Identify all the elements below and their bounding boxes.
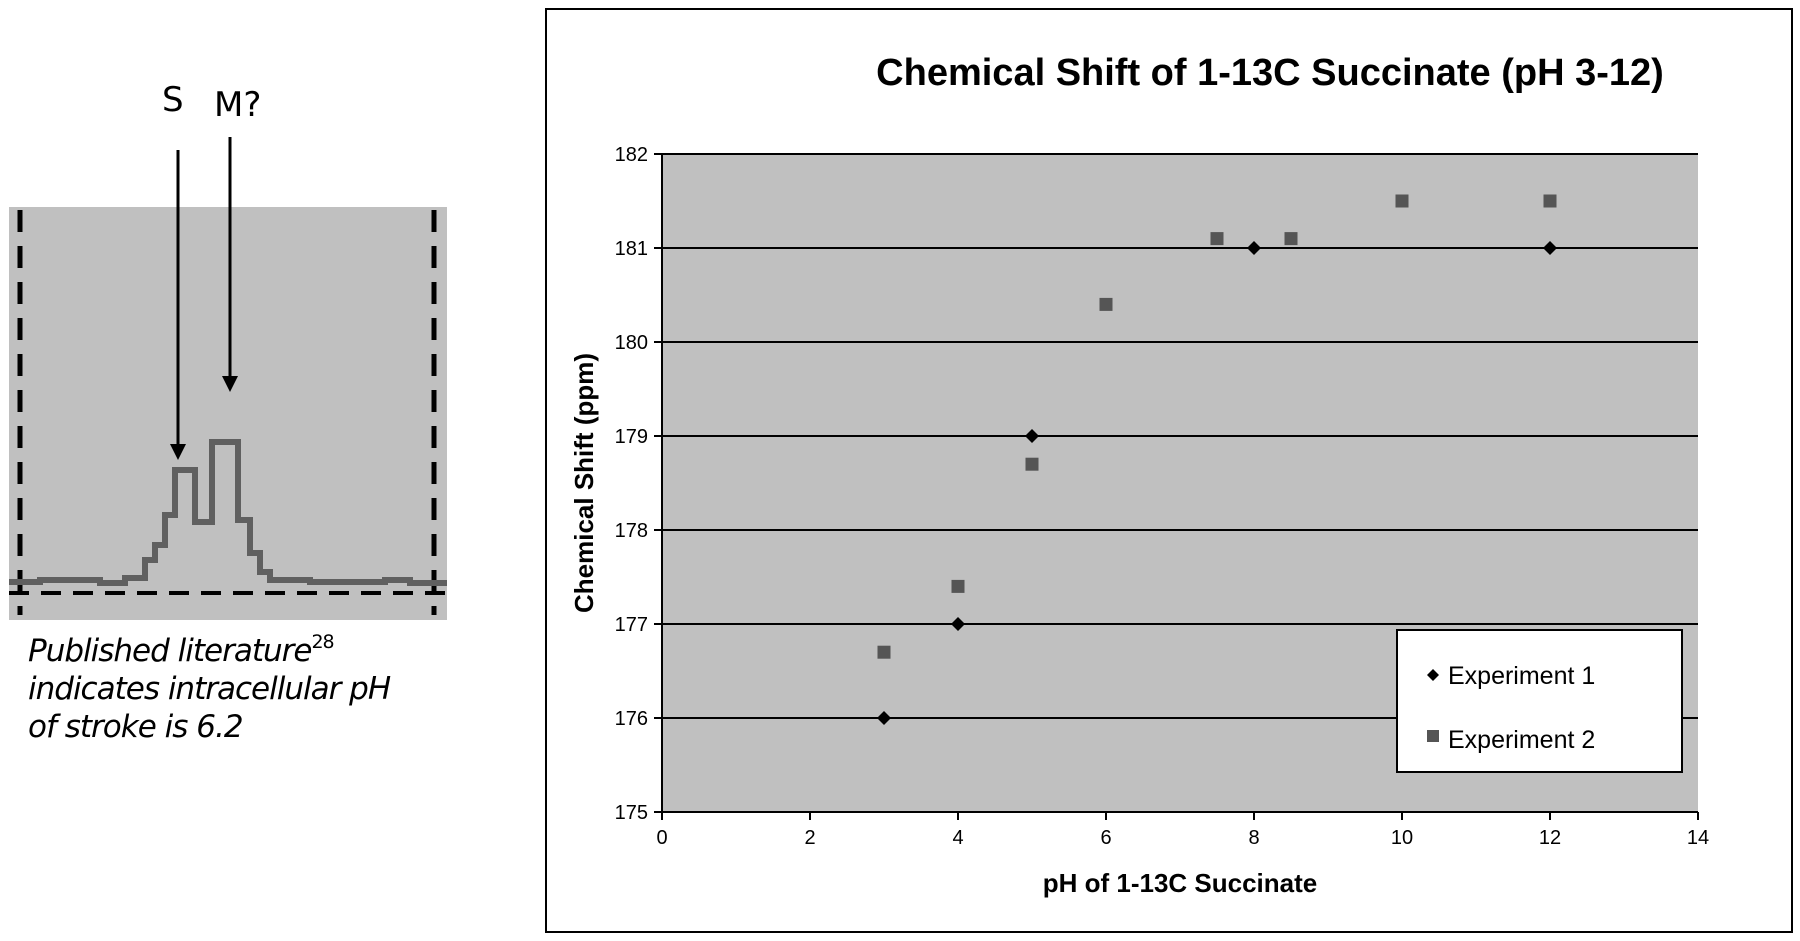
experiment-2-point	[1025, 457, 1039, 471]
x-tick-label: 10	[1391, 827, 1413, 849]
axis-ticks: 175 176 177 178 179 180 181 182 0 2 4 6 8 10 12 14	[615, 144, 1710, 849]
experiment-2-point	[877, 645, 891, 659]
x-tick-label: 2	[804, 827, 815, 849]
y-tick-label: 175	[615, 802, 648, 824]
experiment-1-point	[1543, 241, 1557, 255]
legend-box	[1396, 629, 1683, 773]
y-tick-label: 178	[615, 520, 648, 542]
y-tick-label: 181	[615, 238, 648, 260]
x-tick-label: 4	[952, 827, 963, 849]
scatter-chart: Chemical Shift of 1-13C Succinate (pH 3-…	[569, 52, 1710, 898]
arrow-s-head	[170, 444, 186, 460]
y-tick-label: 176	[615, 708, 648, 730]
spectrum-figure	[9, 137, 447, 620]
data-markers	[877, 194, 1557, 725]
caption-reference: 28	[311, 631, 334, 653]
legend-marker-experiment-1	[1427, 669, 1439, 681]
y-tick-label: 180	[615, 332, 648, 354]
x-axis-label: pH of 1-13C Succinate	[1043, 868, 1318, 898]
spectrum-caption: Published literature28 indicates intrace…	[28, 632, 498, 746]
experiment-2-point	[1284, 232, 1298, 246]
x-tick-label: 14	[1687, 827, 1709, 849]
x-tick-label: 0	[656, 827, 667, 849]
peak-label-m: M?	[214, 85, 262, 125]
experiment-1-point	[951, 617, 965, 631]
experiment-2-point	[1543, 194, 1557, 208]
experiment-2-point	[951, 579, 965, 593]
experiment-1-point	[1247, 241, 1261, 255]
experiment-2-point	[1210, 232, 1224, 246]
x-tick-label: 8	[1248, 827, 1259, 849]
experiment-1-point	[1025, 429, 1039, 443]
arrow-m-head	[222, 376, 238, 392]
peak-label-s: S	[162, 80, 184, 120]
spectrum-panel: S M? Published literature28 indicates in…	[0, 0, 520, 941]
chart-title: Chemical Shift of 1-13C Succinate (pH 3-…	[876, 52, 1664, 94]
y-axis-label: Chemical Shift (ppm)	[569, 353, 599, 613]
y-tick-label: 179	[615, 426, 648, 448]
legend-marker-experiment-2	[1427, 730, 1439, 742]
caption-line-3: of stroke is 6.2	[28, 709, 244, 745]
legend: Experiment 1 Experiment 2	[1396, 629, 1683, 773]
x-tick-label: 12	[1539, 827, 1561, 849]
legend-label-experiment-2: Experiment 2	[1448, 726, 1595, 754]
caption-line-1: Published literature	[28, 633, 312, 669]
spectrum-background	[9, 207, 447, 620]
spectrum-trace	[9, 439, 447, 586]
experiment-2-point	[1099, 297, 1113, 311]
experiment-1-point	[877, 711, 891, 725]
y-tick-label: 182	[615, 144, 648, 166]
x-tick-label: 6	[1100, 827, 1111, 849]
experiment-2-point	[1395, 194, 1409, 208]
grid-lines	[662, 153, 1698, 719]
caption-line-2: indicates intracellular pH	[28, 671, 391, 707]
y-tick-label: 177	[615, 614, 648, 636]
legend-label-experiment-1: Experiment 1	[1448, 662, 1595, 690]
